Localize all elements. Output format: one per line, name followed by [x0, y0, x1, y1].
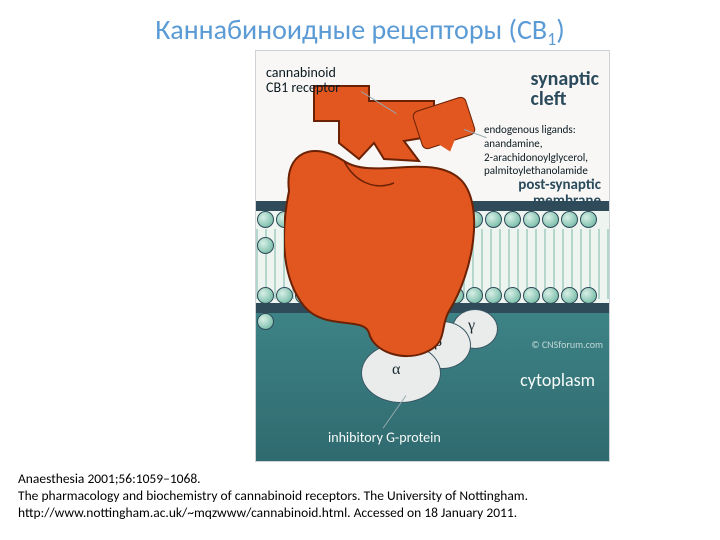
ligands-label: endogenous ligands: anandamine, 2-arachi…: [484, 123, 588, 178]
slide-title: Каннабиноидные рецепторы (CB1): [0, 0, 720, 47]
title-tail: ): [556, 12, 565, 47]
cytoplasm-label: cytoplasm: [520, 369, 595, 391]
ligands-l1: anandamine,: [484, 137, 588, 151]
title-main: Каннабиноидные рецепторы (CB: [155, 12, 547, 47]
citation-block: Anaesthesia 2001;56:1059–1068. The pharm…: [18, 471, 702, 522]
ligands-head: endogenous ligands:: [484, 123, 588, 137]
synaptic-cleft-label: synaptic cleft: [531, 69, 600, 109]
gprotein-label: inhibitory G-protein: [328, 429, 441, 446]
membrane-label: post-synaptic membrane: [518, 178, 601, 210]
citation-l2: The pharmacology and biochemistry of can…: [18, 488, 702, 505]
receptor-label-l1: cannabinoid: [266, 65, 340, 80]
cleft-l1: synaptic: [531, 69, 600, 89]
title-sub: 1: [547, 28, 556, 50]
cb1-diagram: α β γ cannabinoid CB1 receptor synaptic …: [255, 50, 610, 462]
cleft-l2: cleft: [531, 89, 600, 109]
alpha-label: α: [392, 361, 400, 379]
membrane-l2: membrane: [518, 194, 601, 210]
ligands-l2: 2-arachidonoylglycerol,: [484, 151, 588, 165]
receptor-label: cannabinoid CB1 receptor: [266, 65, 340, 96]
receptor-label-l2: CB1 receptor: [266, 80, 340, 95]
citation-l3: http://www.nottingham.ac.uk/~mqzwww/cann…: [18, 505, 702, 522]
citation-l1: Anaesthesia 2001;56:1059–1068.: [18, 471, 702, 488]
diagram-credit: © CNSforum.com: [531, 338, 603, 351]
